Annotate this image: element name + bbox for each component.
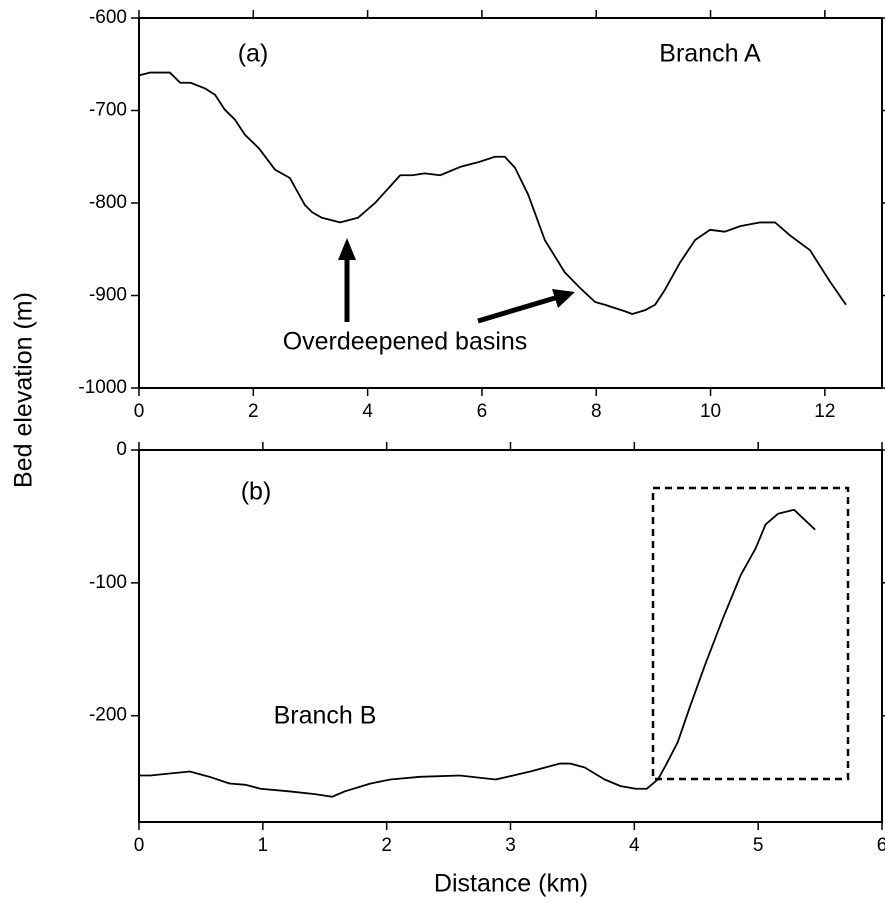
x-tick-label: 12 [814, 401, 835, 422]
x-tick-label: 10 [700, 401, 721, 422]
x-tick-label: 4 [629, 835, 640, 856]
x-tick-label: 2 [248, 401, 259, 422]
x-tick-label: 6 [477, 401, 488, 422]
highlight-box [651, 486, 850, 781]
y-axis-label: Bed elevation (m) [10, 292, 38, 488]
x-tick-label: 1 [258, 835, 269, 856]
y-tick-label: -800 [89, 192, 127, 213]
plot-frame [138, 449, 883, 823]
x-tick-label: 2 [381, 835, 392, 856]
y-tick-label: 0 [116, 439, 127, 460]
y-tick-label: -100 [89, 572, 127, 593]
x-axis-label: Distance (km) [434, 870, 588, 898]
data-line [138, 71, 847, 315]
data-line [139, 508, 816, 798]
y-tick-label: -700 [89, 100, 127, 121]
x-tick-label: 0 [134, 401, 145, 422]
arrows [338, 238, 575, 324]
x-tick-label: 4 [362, 401, 373, 422]
annotation: Branch B [274, 702, 377, 730]
x-tick-label: 5 [753, 835, 764, 856]
y-tick-label: -1000 [78, 377, 127, 398]
annotation: Branch A [659, 40, 761, 68]
annotation: Overdeepened basins [283, 328, 528, 356]
x-tick-label: 0 [134, 835, 145, 856]
y-tick-label: -600 [89, 7, 127, 28]
annotation: (b) [241, 478, 272, 506]
annotation: (a) [238, 40, 269, 68]
x-tick-label: 3 [505, 835, 516, 856]
x-tick-label: 6 [877, 835, 885, 856]
y-tick-label: -200 [89, 705, 127, 726]
x-tick-label: 8 [591, 401, 602, 422]
y-tick-label: -900 [89, 285, 127, 306]
